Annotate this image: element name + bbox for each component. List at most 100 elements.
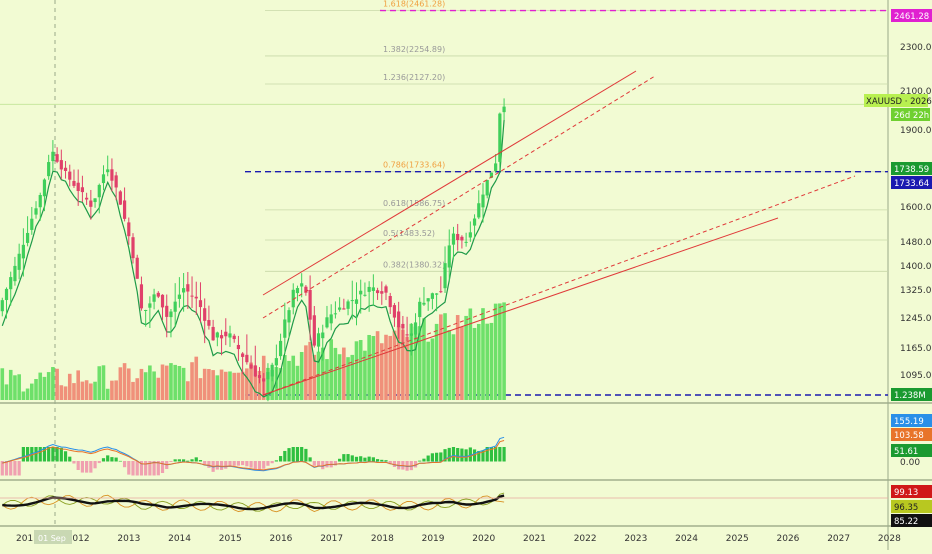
- candle-body-93: [392, 305, 397, 318]
- volume-bar-57: [240, 371, 245, 400]
- volume-bar-45: [190, 362, 194, 400]
- volume-bar-111: [468, 308, 473, 400]
- candle-body-75: [316, 333, 321, 347]
- candle-body-10: [42, 179, 47, 197]
- candle-body-27: [114, 175, 118, 188]
- candle-body-66: [278, 340, 283, 357]
- macd-bar-56: [236, 461, 241, 466]
- volume-bar-56: [236, 372, 241, 400]
- candle-body-38: [160, 294, 165, 308]
- candle-body-9: [38, 195, 42, 208]
- candle-body-28: [118, 191, 122, 205]
- candle-body-109: [460, 236, 464, 241]
- macd-bar-20: [85, 461, 89, 473]
- volume-bar-5: [21, 391, 26, 400]
- volume-bar-55: [232, 372, 237, 400]
- volume-bar-15: [63, 386, 68, 400]
- candle-body-65: [274, 358, 278, 366]
- candle-body-46: [194, 296, 198, 299]
- macd-bar-52: [219, 461, 224, 470]
- macd-bar-100: [422, 458, 426, 462]
- volume-bar-54: [228, 371, 232, 400]
- marker-resistance: 1738.59: [894, 165, 929, 175]
- year-label-2016: 2016: [270, 534, 293, 544]
- candle-body-102: [430, 293, 434, 299]
- volume-bar-16: [67, 373, 72, 400]
- macd-bar-21: [89, 461, 93, 473]
- volume-bar-1: [4, 384, 9, 400]
- year-label-2019: 2019: [422, 534, 445, 544]
- volume-bar-8: [34, 379, 38, 400]
- price-tick-7: 1245.00: [900, 314, 932, 324]
- stoch-value-1: 96.35: [894, 503, 918, 513]
- macd-bar-44: [186, 460, 190, 462]
- candle-body-44: [186, 284, 190, 292]
- macd-bar-101: [426, 455, 430, 462]
- volume-bar-46: [194, 356, 199, 400]
- candle-body-13: [55, 154, 59, 162]
- candle-body-71: [300, 283, 304, 287]
- volume-bar-48: [202, 368, 207, 400]
- year-label-2023: 2023: [624, 534, 647, 544]
- volume-bar-4: [17, 374, 21, 400]
- candle-body-78: [329, 314, 333, 324]
- volume-bar-26: [110, 380, 114, 400]
- macd-value-1: 103.58: [894, 431, 924, 441]
- volume-bar-24: [101, 365, 106, 400]
- macd-bar-60: [253, 461, 257, 470]
- macd-bar-82: [346, 454, 350, 462]
- candle-body-18: [76, 182, 80, 191]
- macd-bar-27: [114, 457, 118, 462]
- candle-body-86: [363, 294, 367, 296]
- candle-body-35: [148, 303, 152, 308]
- macd-bar-55: [232, 461, 236, 466]
- macd-bar-103: [435, 452, 439, 462]
- channel-lower: [262, 217, 779, 396]
- candle-body-51: [215, 332, 219, 338]
- candle-body-43: [182, 288, 186, 293]
- price-tick-2: 1900.00: [900, 126, 932, 136]
- candle-body-74: [312, 315, 316, 346]
- volume-bar-106: [447, 330, 452, 400]
- macd-bar-80: [338, 458, 342, 462]
- year-label-2011: 2011: [16, 534, 39, 544]
- volume-bar-25: [105, 388, 110, 400]
- price-tick-9: 1095.00: [900, 371, 932, 381]
- macd-bar-89: [375, 459, 380, 462]
- volume-bar-10: [42, 376, 47, 400]
- macd-bar-73: [308, 457, 312, 462]
- candle-body-61: [257, 375, 262, 378]
- volume-bar-31: [131, 381, 135, 400]
- macd-bar-28: [118, 460, 122, 462]
- candle-body-77: [325, 317, 329, 328]
- candle-body-69: [291, 289, 295, 308]
- macd-bar-32: [135, 461, 139, 476]
- candle-body-36: [152, 294, 156, 302]
- volume-bar-42: [177, 366, 182, 400]
- volume-bar-104: [439, 314, 443, 400]
- macd-bar-15: [63, 451, 68, 462]
- year-label-2022: 2022: [574, 534, 597, 544]
- year-label-2017: 2017: [320, 534, 343, 544]
- candle-body-29: [122, 200, 127, 219]
- volume-bar-91: [384, 334, 388, 400]
- stoch-value-0: 99.13: [894, 488, 918, 498]
- macd-bar-38: [160, 461, 165, 473]
- year-label-2024: 2024: [675, 534, 698, 544]
- volume-bar-98: [413, 326, 418, 400]
- candle-body-105: [443, 263, 447, 289]
- volume-bar-37: [156, 377, 161, 400]
- macd-bar-22: [93, 461, 97, 469]
- candle-body-1: [4, 288, 9, 301]
- macd-bar-66: [278, 456, 283, 462]
- macd-bar-87: [367, 456, 371, 462]
- marker-target: 2461.28: [894, 12, 929, 22]
- candle-body-5: [21, 244, 25, 259]
- volume-bar-13: [55, 368, 59, 400]
- macd-bar-7: [30, 447, 34, 462]
- macd-bar-99: [418, 460, 422, 462]
- year-label-2012: 2012: [67, 534, 90, 544]
- volume-bar-50: [211, 370, 215, 400]
- macd-bar-1: [4, 461, 9, 476]
